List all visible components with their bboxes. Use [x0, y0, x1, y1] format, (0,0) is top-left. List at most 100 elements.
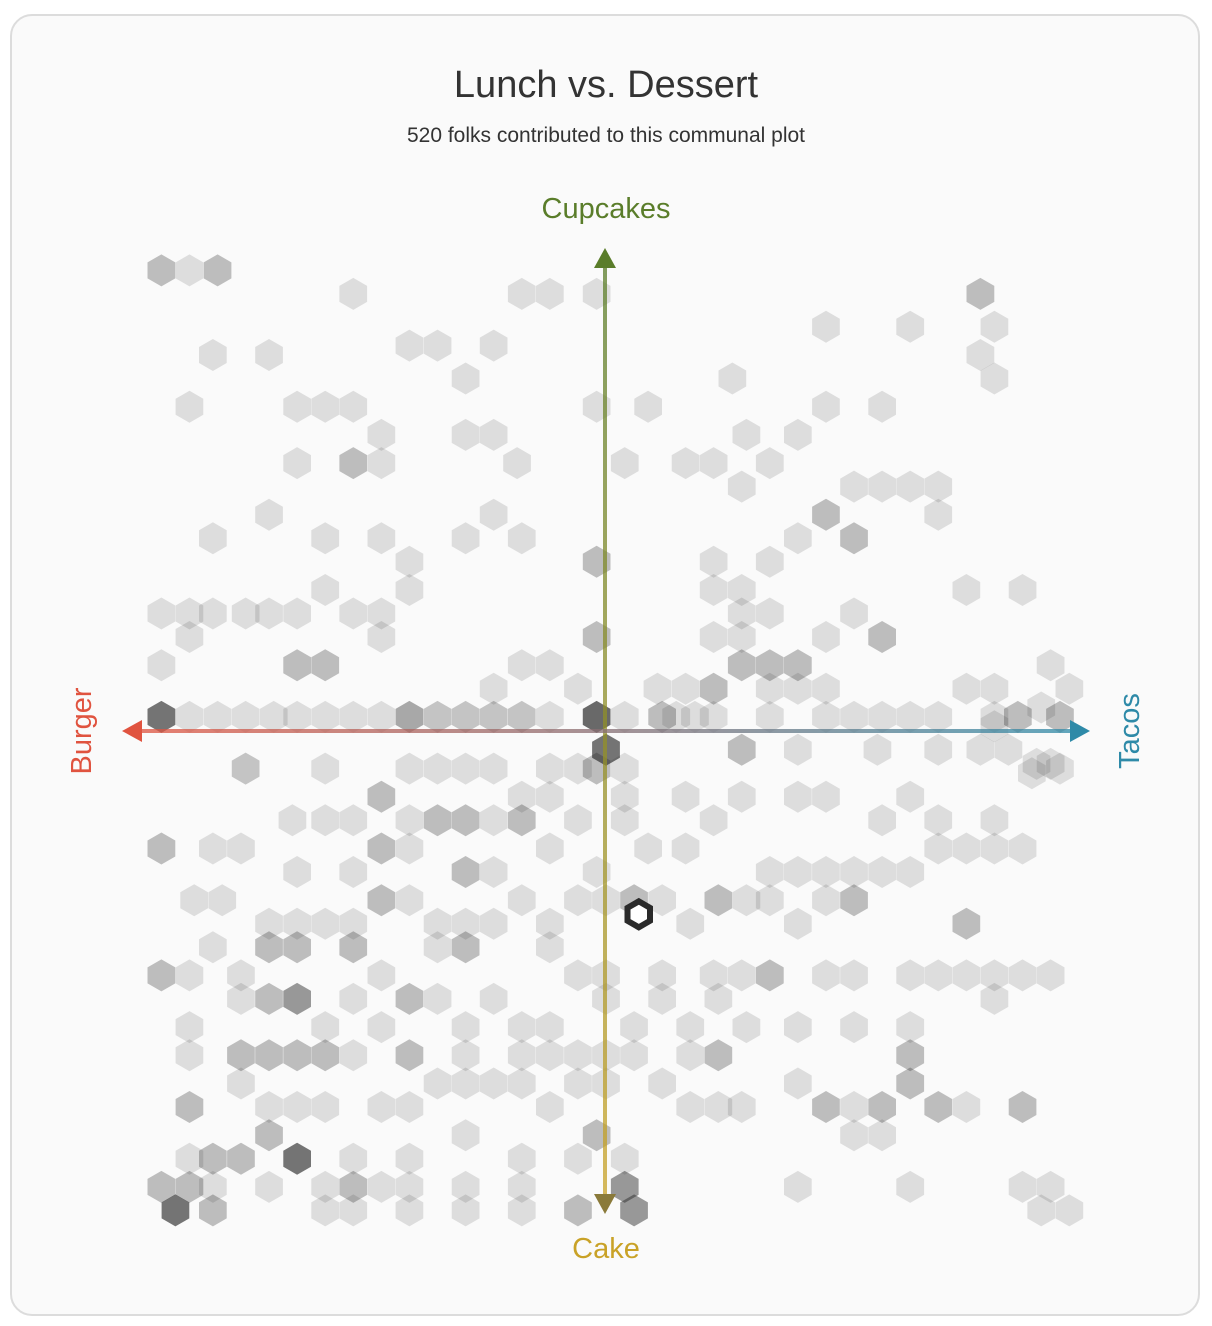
hex-bin	[311, 804, 340, 837]
hex-bin	[339, 907, 368, 940]
hex-bin	[536, 700, 564, 733]
hex-bin	[704, 884, 733, 917]
hex-bin	[620, 1011, 648, 1044]
hex-bin	[451, 1194, 480, 1227]
hex-bin	[479, 700, 508, 733]
hex-bin	[199, 1142, 227, 1175]
hex-bin	[339, 390, 368, 423]
hex-bin	[199, 1194, 227, 1227]
hex-bin	[367, 780, 396, 813]
hex-bin	[755, 649, 784, 682]
hex-bin	[643, 672, 672, 705]
hex-bin	[479, 982, 508, 1015]
hex-bin	[367, 621, 396, 653]
hex-bin	[451, 804, 480, 837]
hex-bin	[966, 339, 995, 371]
hex-bin	[175, 621, 204, 653]
hex-bin	[1036, 1170, 1065, 1203]
hex-bin	[227, 959, 255, 992]
hex-bin	[147, 597, 176, 630]
hex-bin	[507, 1011, 536, 1044]
hex-bin	[199, 597, 227, 630]
hex-bin	[610, 804, 639, 837]
hex-bin	[451, 362, 480, 395]
hex-bin	[924, 832, 953, 865]
hex-bin	[784, 1170, 812, 1203]
chart-subtitle: 520 folks contributed to this communal p…	[406, 124, 806, 147]
hex-bin	[231, 597, 260, 630]
hex-bin	[507, 804, 536, 837]
hex-bin	[395, 574, 424, 606]
hex-bin	[339, 277, 368, 310]
hex-bin	[610, 700, 639, 733]
chart-title: Lunch vs. Dessert	[453, 64, 759, 106]
hex-bin	[536, 1039, 564, 1072]
hex-bin	[203, 700, 232, 733]
hex-bin	[732, 884, 761, 917]
hex-bin	[699, 621, 728, 653]
hex-bin	[755, 597, 784, 630]
hex-bin	[479, 329, 508, 362]
hex-bin	[564, 1142, 592, 1175]
hex-bin	[727, 780, 756, 813]
hex-bin	[868, 856, 896, 888]
hex-bin	[451, 856, 480, 888]
hex-bin	[727, 959, 756, 992]
hex-bin	[755, 856, 784, 888]
hex-bin	[311, 700, 340, 733]
hex-bin	[283, 856, 311, 888]
hex-bin	[311, 1039, 340, 1072]
hex-bin	[255, 931, 283, 964]
hex-bin	[980, 310, 1009, 343]
hex-bin	[423, 804, 452, 837]
hex-bin	[896, 959, 925, 992]
user-position-hex[interactable]	[624, 897, 653, 931]
hex-bin	[896, 1067, 925, 1100]
hex-bin	[536, 649, 564, 682]
hex-bin	[423, 329, 452, 362]
hex-bin	[812, 959, 840, 992]
hex-bin	[784, 780, 812, 813]
hex-bin	[868, 804, 896, 837]
hex-bin	[840, 522, 868, 555]
hex-bin	[175, 700, 204, 733]
hex-bin	[1046, 752, 1074, 785]
hex-bin	[367, 1011, 396, 1044]
hex-bin	[699, 959, 728, 992]
horizontal-axis-line	[136, 729, 1078, 733]
hex-bin	[255, 339, 283, 371]
axes	[122, 248, 1090, 1214]
hex-bin	[311, 574, 340, 606]
hex-bin	[784, 907, 812, 940]
hex-bin	[479, 700, 508, 733]
hex-bin	[227, 1067, 255, 1100]
hex-bin	[564, 959, 592, 992]
hex-bin	[283, 700, 311, 733]
hex-bin	[648, 884, 676, 917]
hex-bin	[479, 498, 508, 531]
hex-bin	[451, 700, 480, 733]
hex-bin	[1036, 649, 1065, 682]
hex-bin	[503, 447, 531, 480]
hex-bin	[536, 780, 564, 813]
hex-bin	[536, 277, 564, 310]
hex-bin	[536, 907, 564, 940]
hex-bin	[311, 1194, 340, 1227]
hex-bin	[208, 884, 237, 917]
axis-label-left: Burger	[66, 687, 98, 774]
hex-bin	[147, 700, 176, 733]
hex-bin	[395, 832, 424, 865]
hex-bin	[896, 470, 925, 503]
hex-bin	[203, 254, 232, 287]
hex-bin	[952, 672, 981, 705]
hex-bin	[648, 959, 676, 992]
hex-bin	[564, 884, 592, 917]
hex-bin	[367, 447, 396, 480]
hex-bin	[507, 522, 536, 555]
user-marker[interactable]	[624, 897, 653, 931]
hex-bin	[868, 1119, 896, 1152]
hex-bin	[662, 700, 691, 733]
hex-bin	[283, 1039, 311, 1072]
hex-bin	[704, 1091, 733, 1123]
